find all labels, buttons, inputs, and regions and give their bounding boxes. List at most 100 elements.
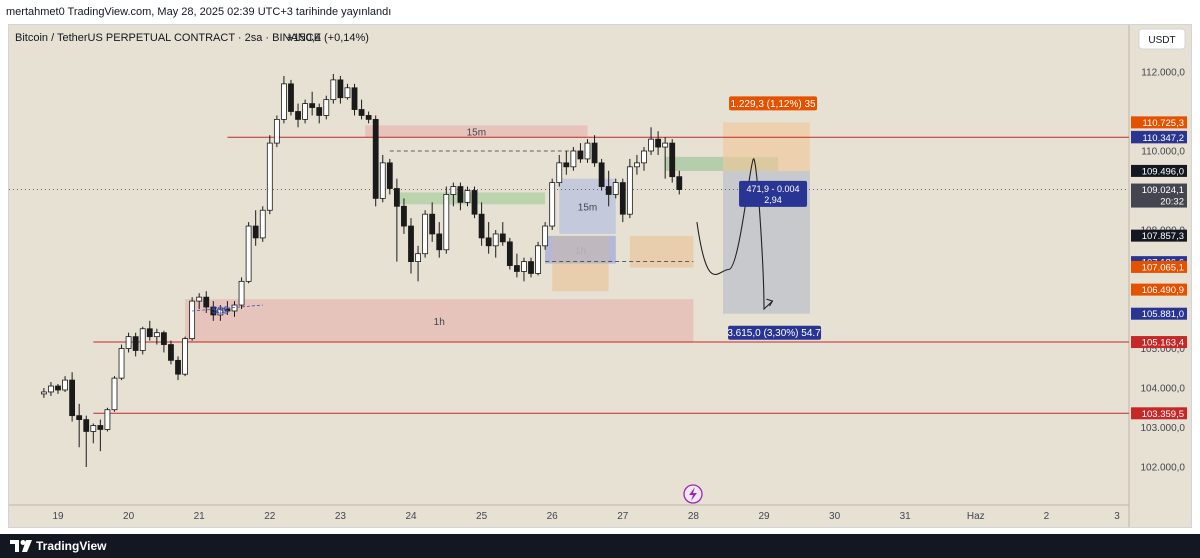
candle-body xyxy=(196,296,203,302)
candle xyxy=(556,154,563,187)
candle-body xyxy=(266,142,273,211)
candle-body xyxy=(104,409,111,430)
candle xyxy=(316,103,323,124)
price-label-text: 110.347,2 xyxy=(1142,133,1184,144)
candle xyxy=(570,147,577,171)
candle xyxy=(139,326,146,355)
candle-body xyxy=(556,162,563,184)
candle xyxy=(231,301,238,317)
candle xyxy=(210,301,217,321)
candle-body xyxy=(288,83,294,112)
x-tick-label: Haz xyxy=(967,511,985,522)
position-target-text: 1.229,3 (1,12%) 35 xyxy=(731,99,816,110)
candle-body xyxy=(245,225,252,282)
candle-body xyxy=(436,233,443,251)
candle-body xyxy=(591,142,598,164)
candle xyxy=(584,139,591,163)
candle xyxy=(457,182,464,211)
candle xyxy=(436,222,443,258)
candle xyxy=(612,178,619,199)
candle xyxy=(238,277,245,309)
lightning-icon[interactable] xyxy=(683,484,703,504)
candle xyxy=(401,198,407,234)
currency-button[interactable] xyxy=(1138,28,1186,50)
candle xyxy=(408,218,414,274)
publish-header: mertahmet0 TradingView.com, May 28, 2025… xyxy=(0,0,1200,24)
candle-body xyxy=(83,419,90,432)
candle xyxy=(146,320,153,341)
x-tick-label: 23 xyxy=(335,511,347,522)
candle xyxy=(330,73,337,104)
candle-body xyxy=(55,385,61,391)
candle-body xyxy=(386,162,393,189)
candle-body xyxy=(535,245,541,274)
candle xyxy=(90,423,97,444)
price-label: 107.857,3 xyxy=(1131,229,1187,242)
liquidity-line xyxy=(192,304,263,312)
candle-body xyxy=(570,150,577,168)
candle-body xyxy=(379,162,386,199)
candle xyxy=(76,403,83,448)
x-tick-label: 31 xyxy=(900,511,912,522)
candle-body xyxy=(224,308,231,312)
position-profit-area xyxy=(723,122,810,171)
zone-1 xyxy=(185,299,694,343)
zone-label-0: 15m xyxy=(467,127,486,138)
y-tick-label: 112.000,0 xyxy=(1141,68,1185,79)
price-label-text: 107.857,3 xyxy=(1142,231,1184,242)
candle xyxy=(344,83,351,100)
candle-body xyxy=(316,107,323,116)
candle-body xyxy=(542,225,549,247)
candle xyxy=(48,382,54,396)
price-label-text: 106.490,9 xyxy=(1142,285,1184,296)
candle-body xyxy=(422,213,429,255)
candle-body xyxy=(111,377,118,411)
candle-body xyxy=(168,344,174,361)
candle xyxy=(118,344,125,381)
candle xyxy=(499,222,506,246)
candle-body xyxy=(563,162,570,168)
x-tick-label: 21 xyxy=(194,511,206,522)
candle xyxy=(55,384,61,394)
fvg-green-1 xyxy=(396,192,546,205)
price-label: 105.881,0 xyxy=(1131,307,1187,320)
candle-body xyxy=(337,79,344,99)
candle xyxy=(422,210,429,258)
candle-body xyxy=(415,253,421,262)
candle xyxy=(351,83,358,116)
candle-body xyxy=(648,138,654,152)
price-label-text: 109.496,0 xyxy=(1142,166,1184,177)
candle-body xyxy=(309,103,316,108)
price-label-bg xyxy=(1131,260,1187,273)
candle-body xyxy=(203,296,210,308)
candle-body xyxy=(252,225,259,239)
candle xyxy=(549,178,556,230)
chart-title: Bitcoin / TetherUS PERPETUAL CONTRACT · … xyxy=(15,32,321,44)
candle-body xyxy=(344,87,351,99)
x-tick-label: 19 xyxy=(52,511,64,522)
position-target-label-bg xyxy=(729,96,818,111)
candle xyxy=(252,210,259,246)
candle xyxy=(175,356,181,381)
fvg-orange-2 xyxy=(629,235,694,268)
candle xyxy=(365,111,372,124)
candle xyxy=(288,79,294,116)
candle-body xyxy=(175,359,181,375)
candle-body xyxy=(521,261,527,272)
footer-brand: TradingView xyxy=(36,539,107,553)
candle-body xyxy=(641,150,647,164)
candle xyxy=(245,222,252,284)
price-label-bg xyxy=(1131,229,1187,242)
candle xyxy=(323,95,330,120)
candle xyxy=(372,115,379,207)
price-label-text: 110.725,3 xyxy=(1142,118,1184,129)
candle-body xyxy=(528,261,534,274)
tradingview-logo-icon xyxy=(10,540,32,552)
candle-body xyxy=(40,391,47,395)
candle xyxy=(535,241,541,276)
candle-body xyxy=(48,385,54,393)
price-chart[interactable]: 15m1h15m1h $$$1.229,3 (1,12%) 353.615,0 … xyxy=(9,25,1191,527)
position-target-label: 1.229,3 (1,12%) 35 xyxy=(729,96,818,111)
candle xyxy=(528,257,534,278)
candle xyxy=(379,154,386,203)
